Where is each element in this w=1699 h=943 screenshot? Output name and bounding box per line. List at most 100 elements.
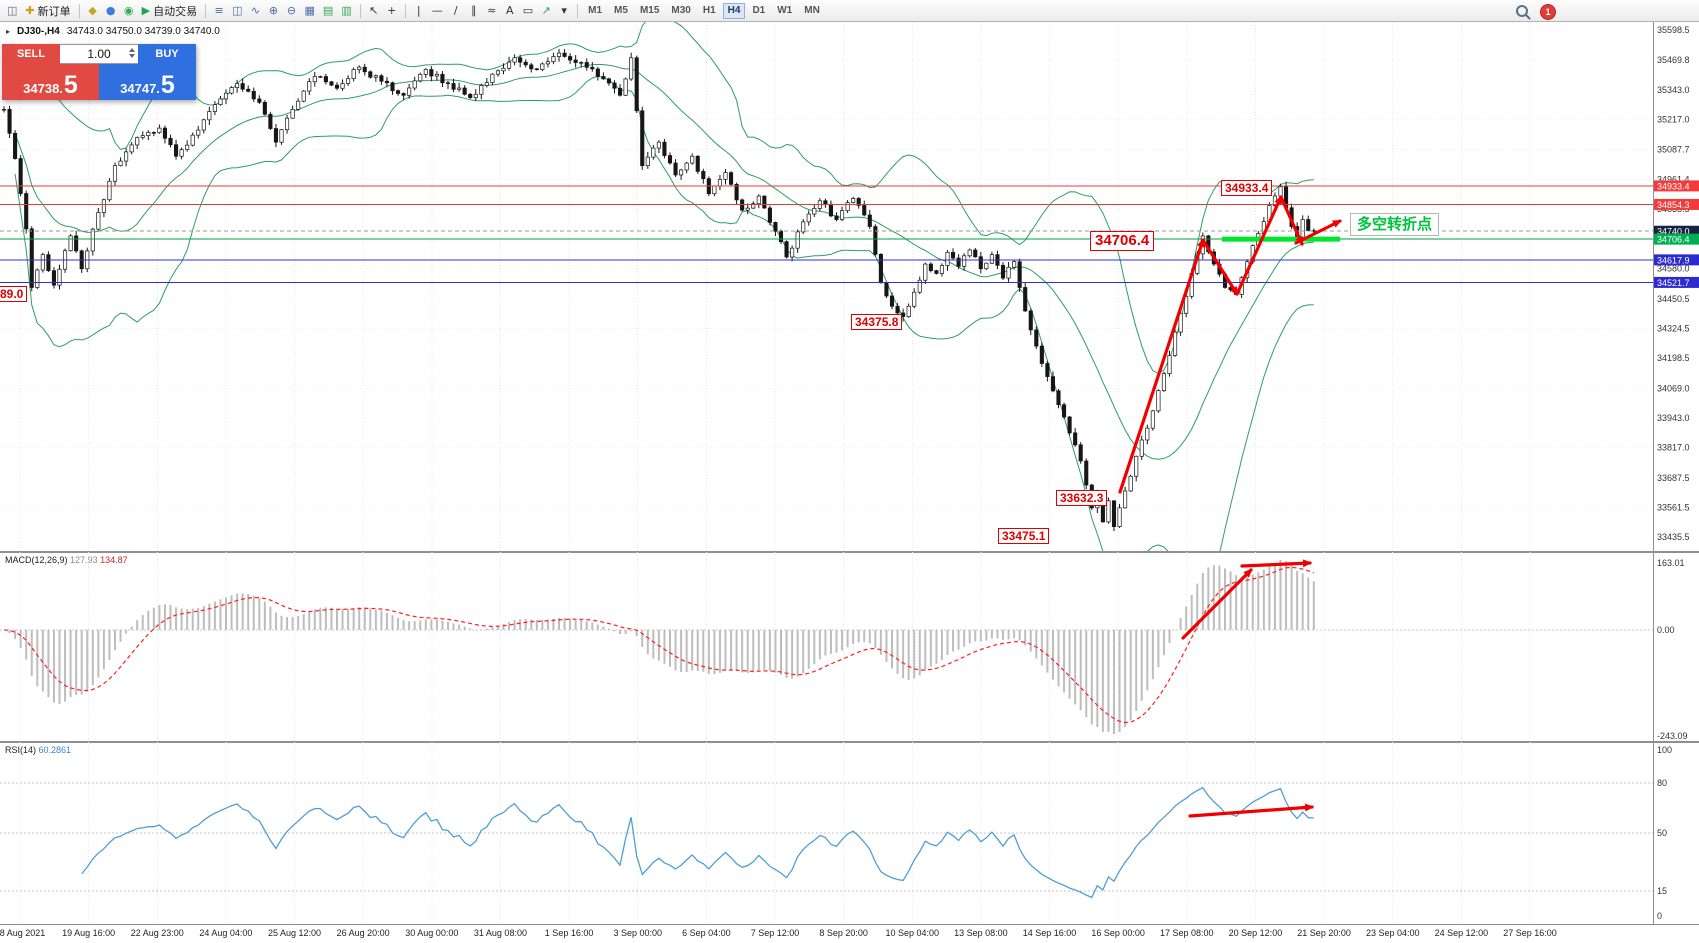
autotrade-button-label: 自动交易 bbox=[153, 5, 198, 18]
svg-text:50: 50 bbox=[1657, 828, 1667, 838]
search-icon bbox=[1516, 5, 1528, 17]
toolbar-left-group: ◫ ✚ 新订单 ◆ ● ◉ ▶ 自动交易 ≡ ◫ ∿ ⊕ ⊖ ▦ ▤ ▥ ↖ + | — / ∥ ≈ A ▭ ↗ ▾ bbox=[3, 2, 582, 20]
auto-arrange-icon: ▤ bbox=[322, 4, 334, 17]
toolbar-separator bbox=[78, 3, 80, 18]
profile-icon[interactable]: ● bbox=[102, 2, 120, 20]
cursor-icon[interactable]: ↖ bbox=[365, 2, 383, 20]
fibonacci-icon[interactable]: ≈ bbox=[483, 2, 501, 20]
timeframe-m30-button[interactable]: M30 bbox=[666, 3, 695, 19]
tile-windows-icon: ▦ bbox=[304, 4, 315, 17]
timeframe-h4-button[interactable]: H4 bbox=[722, 2, 746, 19]
objects-dropdown-icon[interactable]: ▾ bbox=[555, 2, 573, 20]
time-axis-label: 20 Sep 12:00 bbox=[1228, 928, 1283, 938]
new-order-icon: ✚ bbox=[25, 4, 35, 17]
deposit-icon[interactable]: ◆ bbox=[84, 2, 102, 20]
vertical-line-icon[interactable]: | bbox=[410, 2, 428, 20]
profile-icon: ● bbox=[105, 4, 116, 17]
svg-text:34706.4: 34706.4 bbox=[1657, 235, 1690, 245]
chart-shift-icon: ▥ bbox=[341, 4, 352, 17]
time-axis-label: 25 Aug 12:00 bbox=[268, 928, 322, 938]
time-axis[interactable]: 18 Aug 2021 19 Aug 16:00 22 Aug 23:00 24 Au… bbox=[0, 924, 1699, 943]
macd-indicator-label: MACD(12,26,9) 127.93 134.87 bbox=[5, 555, 128, 565]
sell-button[interactable]: SELL bbox=[2, 44, 60, 64]
zoom-in-icon[interactable]: ⊕ bbox=[265, 2, 283, 20]
svg-text:0: 0 bbox=[1657, 911, 1662, 921]
candle-chart-icon[interactable]: ◫ bbox=[228, 2, 246, 20]
new-window-icon[interactable]: ◫ bbox=[3, 2, 21, 20]
price-callout: 34375.8 bbox=[851, 314, 903, 330]
toolbar-separator bbox=[359, 3, 361, 18]
new-order-button-label: 新订单 bbox=[37, 5, 71, 18]
arrows-icon[interactable]: ↗ bbox=[537, 2, 555, 20]
line-chart-icon[interactable]: ∿ bbox=[247, 2, 265, 20]
toolbar: ◫ ✚ 新订单 ◆ ● ◉ ▶ 自动交易 ≡ ◫ ∿ ⊕ ⊖ ▦ ▤ ▥ ↖ + | — / ∥ ≈ A ▭ ↗ ▾ M1 M5 M15… bbox=[0, 0, 1699, 22]
main-chart[interactable]: 35598.5 35469.8 35343.0 35217.0 35087.7 34961… bbox=[0, 22, 1699, 552]
turning-point-note: 多空转折点 bbox=[1350, 213, 1440, 236]
svg-text:33817.0: 33817.0 bbox=[1657, 443, 1690, 453]
zoom-out-icon[interactable]: ⊖ bbox=[283, 2, 301, 20]
volume-field[interactable]: 1.00 bbox=[60, 44, 138, 64]
timeframe-mn-button[interactable]: MN bbox=[799, 3, 825, 19]
time-axis-label: 7 Sep 12:00 bbox=[750, 928, 800, 938]
svg-text:34521.7: 34521.7 bbox=[1657, 278, 1690, 288]
svg-text:34198.5: 34198.5 bbox=[1657, 353, 1690, 363]
search-button[interactable] bbox=[1512, 2, 1532, 20]
time-axis-label: 6 Sep 04:00 bbox=[682, 928, 731, 938]
objects-dropdown-icon: ▾ bbox=[561, 4, 567, 17]
symbol-name: DJ30-,H4 bbox=[17, 26, 60, 37]
trendline-icon[interactable]: / bbox=[447, 2, 465, 20]
rsi-indicator-label: RSI(14) 60.2861 bbox=[5, 745, 71, 755]
auto-arrange-icon[interactable]: ▤ bbox=[319, 2, 337, 20]
channel-icon[interactable]: ∥ bbox=[465, 2, 483, 20]
buy-price[interactable]: 34747. 5 bbox=[99, 64, 196, 100]
crosshair-icon: + bbox=[387, 4, 397, 17]
timeframe-h1-button[interactable]: H1 bbox=[698, 3, 721, 19]
timeframe-d1-button[interactable]: D1 bbox=[747, 3, 770, 19]
cursor-icon: ↖ bbox=[369, 4, 379, 17]
svg-text:-243.09: -243.09 bbox=[1657, 731, 1688, 741]
time-axis-label: 26 Aug 20:00 bbox=[336, 928, 390, 938]
time-axis-label: 24 Sep 12:00 bbox=[1434, 928, 1489, 938]
stepper-down-icon[interactable] bbox=[129, 54, 135, 58]
chart-shift-icon[interactable]: ▥ bbox=[337, 2, 355, 20]
candle-chart-icon: ◫ bbox=[232, 4, 243, 17]
sell-price-main: 34738. bbox=[23, 81, 63, 96]
time-axis-label: 16 Sep 00:00 bbox=[1091, 928, 1145, 938]
sell-price[interactable]: 34738. 5 bbox=[2, 64, 99, 100]
svg-text:35217.0: 35217.0 bbox=[1657, 114, 1690, 124]
macd-panel[interactable]: 163.01 0.00 -243.09 bbox=[0, 552, 1699, 742]
tile-windows-icon[interactable]: ▦ bbox=[301, 2, 319, 20]
text-icon[interactable]: A bbox=[501, 2, 519, 20]
vertical-line-icon: | bbox=[416, 4, 421, 17]
timeframe-w1-button[interactable]: W1 bbox=[772, 3, 797, 19]
horizontal-line-icon[interactable]: — bbox=[428, 2, 447, 20]
one-click-trading-panel: SELL 1.00 BUY 34738. 5 34747. 5 bbox=[2, 44, 196, 100]
notification-badge[interactable]: 1 bbox=[1540, 4, 1556, 20]
rsi-panel[interactable]: 100 80 50 15 0 bbox=[0, 742, 1699, 924]
timeframe-m5-button[interactable]: M5 bbox=[609, 3, 633, 19]
timeframe-m15-button[interactable]: M15 bbox=[635, 3, 664, 19]
svg-text:34740.0: 34740.0 bbox=[1657, 227, 1690, 237]
one-click-top-row: SELL 1.00 BUY bbox=[2, 44, 196, 64]
bar-chart-icon[interactable]: ≡ bbox=[210, 2, 228, 20]
timeframe-m1-button[interactable]: M1 bbox=[583, 3, 607, 19]
svg-text:34854.3: 34854.3 bbox=[1657, 200, 1690, 210]
svg-text:100: 100 bbox=[1657, 745, 1672, 755]
time-axis-label: 27 Sep 16:00 bbox=[1503, 928, 1557, 938]
svg-text:34450.5: 34450.5 bbox=[1657, 294, 1690, 304]
autotrade-button[interactable]: ▶ 自动交易 bbox=[138, 2, 201, 20]
zoom-out-icon: ⊖ bbox=[286, 4, 297, 17]
buy-button[interactable]: BUY bbox=[138, 44, 196, 64]
community-icon: ◉ bbox=[123, 4, 134, 17]
volume-stepper[interactable] bbox=[129, 48, 135, 58]
label-icon[interactable]: ▭ bbox=[519, 2, 537, 20]
community-icon[interactable]: ◉ bbox=[120, 2, 138, 20]
time-axis-label: 10 Sep 04:00 bbox=[885, 928, 940, 938]
stepper-up-icon[interactable] bbox=[129, 48, 135, 52]
crosshair-icon[interactable]: + bbox=[383, 2, 401, 20]
time-axis-label: 3 Sep 00:00 bbox=[613, 928, 662, 938]
svg-text:33687.5: 33687.5 bbox=[1657, 473, 1690, 483]
rsi-name: RSI(14) bbox=[5, 745, 37, 755]
new-order-button[interactable]: ✚ 新订单 bbox=[21, 2, 74, 20]
svg-text:35598.5: 35598.5 bbox=[1657, 25, 1690, 35]
